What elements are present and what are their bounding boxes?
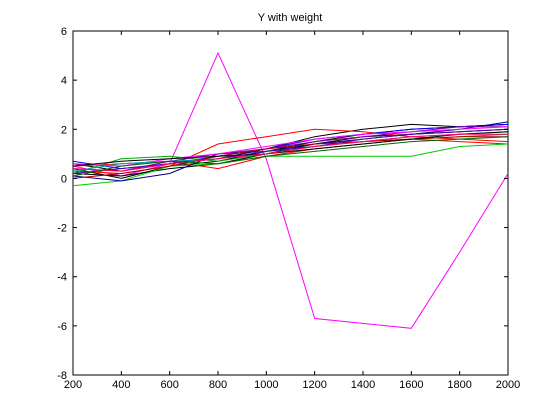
y-tick-label-6: 2: [61, 124, 67, 136]
y-tick-label-8: 6: [61, 26, 67, 38]
x-axis: 200 400 600 800 1000 1200 1400 1600 1800 2000: [64, 31, 520, 391]
x-tick-label-1: 200: [64, 379, 82, 391]
y-axis: -8 -6 -4 -2 0 2 4 6: [57, 26, 508, 382]
x-tick-label-10: 2000: [496, 379, 520, 391]
x-tick-label-5: 1000: [254, 379, 278, 391]
x-tick-label-8: 1600: [399, 379, 423, 391]
series-line-17: [72, 133, 508, 172]
x-tick-label-7: 1400: [351, 379, 375, 391]
series-line-7: [72, 143, 509, 187]
series-line-18: [72, 136, 509, 177]
y-tick-label-1: -8: [57, 370, 67, 382]
x-tick-label-2: 400: [112, 379, 130, 391]
y-tick-label-3: -4: [57, 272, 67, 284]
x-tick-label-3: 600: [160, 379, 178, 391]
series-layer: [72, 51, 509, 329]
chart-title: Y with weight: [258, 12, 323, 24]
series-line-16: [72, 128, 509, 174]
x-tick-label-9: 1800: [447, 379, 471, 391]
series-line-10: [72, 121, 509, 182]
y-tick-label-4: -2: [57, 223, 67, 235]
series-line-15: [72, 131, 509, 167]
plot-area: [72, 30, 509, 376]
y-tick-label-5: 0: [61, 173, 67, 185]
series-line-14: [72, 136, 508, 179]
x-tick-label-6: 1200: [302, 379, 326, 391]
y-tick-label-7: 4: [61, 75, 67, 87]
y-tick-label-2: -6: [57, 321, 67, 333]
x-tick-label-4: 800: [209, 379, 227, 391]
